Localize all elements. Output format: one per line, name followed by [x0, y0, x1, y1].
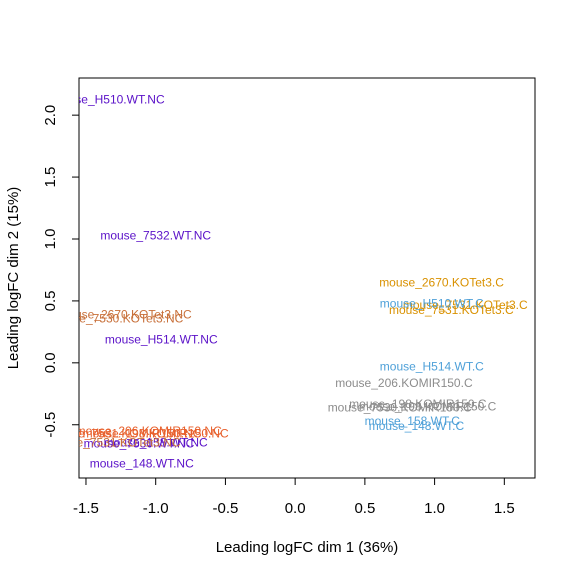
- point-label: mouse_158.WT.C: [365, 414, 461, 428]
- point-label: mouse_H510.WT.C: [380, 297, 484, 311]
- point-labels: mouse_H510.WT.NC mouse_7532.WT.NC mouse_H5…: [47, 92, 528, 470]
- x-tick-label: 0.0: [285, 500, 306, 517]
- point-label: mouse_2670.KOTet3.NC: [58, 308, 192, 322]
- point-label: mouse_7531.KOTet3.C: [403, 298, 528, 312]
- y-tick-label: 1.5: [42, 167, 59, 188]
- point-label: mouse_206.KOMIR150.NC: [76, 424, 222, 438]
- x-axis: -1.5 -1.0 -0.5 0.0 0.5 1.0 1.5: [73, 477, 515, 517]
- y-axis: -0.5 0.0 0.5 1.0 1.5 2.0: [42, 105, 80, 438]
- point-label: mouse_198.KOMIR150.NC: [83, 427, 229, 441]
- x-tick-label: -0.5: [212, 500, 238, 517]
- x-tick-label: 1.5: [494, 500, 515, 517]
- point-label: mouse_H510.WT.NC: [52, 92, 165, 106]
- x-tick-label: 1.0: [424, 500, 445, 517]
- point-label: mouse_H514.WT.NC: [105, 333, 218, 347]
- y-tick-label: 1.0: [42, 229, 59, 250]
- x-tick-label: -1.5: [73, 500, 99, 517]
- y-tick-label: 0.5: [42, 290, 59, 311]
- y-axis-title: Leading logFC dim 2 (15%): [5, 187, 22, 370]
- point-label: mouse_H514.WT.C: [380, 360, 484, 374]
- point-label: mouse_148.WT.NC: [90, 456, 194, 470]
- x-tick-label: -1.0: [143, 500, 169, 517]
- point-label: mouse_206.KOMIR150.C: [335, 376, 473, 390]
- point-label: mouse_7531.KOTet3.C: [389, 303, 514, 317]
- point-label: mouse_7530.WT.NC: [84, 437, 195, 451]
- x-tick-label: 0.5: [354, 500, 375, 517]
- point-label: mouse_2670.KOTet3.C: [379, 276, 504, 290]
- y-tick-label: 0.0: [42, 352, 59, 373]
- y-tick-label: 2.0: [42, 105, 59, 126]
- y-tick-label: -0.5: [42, 412, 59, 438]
- point-label: mouse_158.WT.NC: [104, 435, 208, 449]
- point-label: mouse_198.KOMIR150.C: [359, 399, 497, 413]
- point-label: mouse_7531.KOTet3.NC: [47, 435, 181, 449]
- x-axis-title: Leading logFC dim 1 (36%): [216, 539, 399, 556]
- point-label: mouse_148.WT.C: [369, 419, 465, 433]
- point-label: mouse_7531.KOMIR150.NC: [49, 427, 202, 441]
- point-label: mouse_7530.KOMIR150.C: [328, 401, 472, 415]
- point-label: mouse_198.KOMIR150.C: [349, 397, 487, 411]
- point-label: mouse_7532.WT.NC: [100, 228, 211, 242]
- point-label: mouse_7530.KOTet3.NC: [50, 311, 184, 325]
